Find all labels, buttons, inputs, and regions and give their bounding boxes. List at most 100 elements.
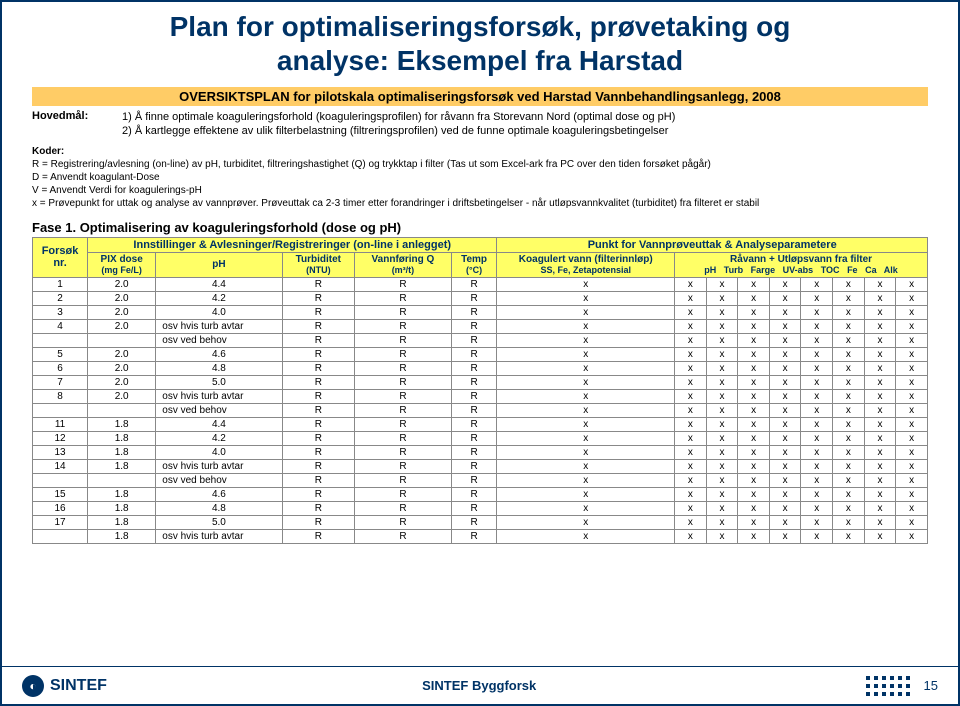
- table-cell: 2.0: [88, 375, 156, 389]
- table-cell: x: [706, 333, 738, 347]
- table-cell: x: [738, 459, 770, 473]
- col-ravann: Råvann + Utløpsvann fra filter pH Turb F…: [675, 252, 928, 277]
- table-cell: x: [801, 319, 833, 333]
- table-cell: osv hvis turb avtar: [156, 529, 282, 543]
- koder-section: Koder: R = Registrering/avlesning (on-li…: [32, 145, 928, 210]
- table-cell: x: [864, 487, 896, 501]
- table-cell: x: [497, 319, 675, 333]
- table-cell: x: [769, 473, 801, 487]
- table-cell: x: [833, 319, 865, 333]
- col-turb: Turbiditet(NTU): [282, 252, 355, 277]
- goal-1: 1) Å finne optimale koaguleringsforhold …: [122, 111, 675, 123]
- table-cell: x: [706, 319, 738, 333]
- overview-heading: OVERSIKTSPLAN for pilotskala optimaliser…: [32, 87, 928, 106]
- table-cell: x: [675, 305, 707, 319]
- table-cell: x: [497, 487, 675, 501]
- table-cell: x: [769, 403, 801, 417]
- table-cell: x: [769, 459, 801, 473]
- table-cell: x: [864, 459, 896, 473]
- table-cell: x: [497, 403, 675, 417]
- table-cell: R: [282, 305, 355, 319]
- table-cell: x: [769, 529, 801, 543]
- table-cell: x: [497, 361, 675, 375]
- table-cell: x: [675, 487, 707, 501]
- table-cell: x: [675, 291, 707, 305]
- table-cell: R: [355, 389, 452, 403]
- table-cell: x: [801, 417, 833, 431]
- table-cell: x: [675, 501, 707, 515]
- table-cell: R: [355, 319, 452, 333]
- table-cell: x: [896, 361, 928, 375]
- table-cell: x: [769, 501, 801, 515]
- table-cell: R: [355, 333, 452, 347]
- table-cell: 4.2: [156, 431, 282, 445]
- table-cell: R: [355, 501, 452, 515]
- table-cell: R: [282, 277, 355, 291]
- table-cell: x: [801, 431, 833, 445]
- table-cell: [88, 333, 156, 347]
- table-cell: R: [282, 431, 355, 445]
- table-cell: R: [451, 375, 497, 389]
- fase-heading: Fase 1. Optimalisering av koaguleringsfo…: [32, 220, 928, 235]
- table-cell: 12: [33, 431, 88, 445]
- table-cell: x: [738, 361, 770, 375]
- table-cell: x: [497, 277, 675, 291]
- table-cell: x: [706, 473, 738, 487]
- table-cell: 15: [33, 487, 88, 501]
- table-cell: R: [355, 347, 452, 361]
- table-cell: x: [738, 291, 770, 305]
- table-cell: 4.6: [156, 347, 282, 361]
- table-cell: R: [282, 459, 355, 473]
- table-cell: x: [706, 375, 738, 389]
- table-cell: x: [497, 431, 675, 445]
- table-cell: 1.8: [88, 445, 156, 459]
- table-cell: R: [282, 333, 355, 347]
- logo: ◐ SINTEF: [22, 675, 107, 697]
- table-cell: R: [355, 515, 452, 529]
- table-cell: x: [497, 333, 675, 347]
- footer-center: SINTEF Byggforsk: [107, 678, 852, 693]
- table-cell: x: [801, 473, 833, 487]
- table-cell: x: [706, 417, 738, 431]
- table-cell: 1.8: [88, 487, 156, 501]
- table-cell: 2.0: [88, 291, 156, 305]
- table-cell: x: [833, 361, 865, 375]
- table-cell: x: [738, 515, 770, 529]
- table-cell: x: [896, 515, 928, 529]
- table-cell: x: [675, 375, 707, 389]
- logo-icon: ◐: [22, 675, 44, 697]
- table-cell: osv hvis turb avtar: [156, 319, 282, 333]
- table-cell: x: [896, 501, 928, 515]
- table-cell: R: [282, 417, 355, 431]
- table-cell: R: [355, 375, 452, 389]
- table-cell: x: [738, 431, 770, 445]
- table-cell: 2: [33, 291, 88, 305]
- table-cell: x: [769, 305, 801, 319]
- col-temp: Temp(°C): [451, 252, 497, 277]
- data-table-wrap: Forsøk nr. Innstillinger & Avlesninger/R…: [32, 237, 928, 544]
- table-cell: 4.0: [156, 445, 282, 459]
- table-cell: x: [833, 277, 865, 291]
- table-cell: R: [451, 347, 497, 361]
- koder-line-2: V = Anvendt Verdi for koagulerings-pH: [32, 185, 202, 196]
- table-cell: x: [864, 529, 896, 543]
- table-cell: x: [675, 319, 707, 333]
- table-cell: R: [451, 361, 497, 375]
- table-cell: x: [675, 431, 707, 445]
- table-cell: x: [896, 305, 928, 319]
- table-cell: R: [451, 277, 497, 291]
- table-cell: x: [769, 515, 801, 529]
- table-cell: x: [706, 403, 738, 417]
- table-cell: R: [355, 445, 452, 459]
- table-cell: R: [282, 389, 355, 403]
- table-row: 121.84.2RRRxxxxxxxxx: [33, 431, 928, 445]
- table-cell: x: [864, 431, 896, 445]
- table-cell: osv ved behov: [156, 333, 282, 347]
- table-row: 22.04.2RRRxxxxxxxxx: [33, 291, 928, 305]
- table-cell: x: [833, 459, 865, 473]
- table-cell: 5.0: [156, 375, 282, 389]
- table-cell: x: [864, 473, 896, 487]
- table-cell: osv hvis turb avtar: [156, 389, 282, 403]
- col-koag: Koagulert vann (filterinnløp)SS, Fe, Zet…: [497, 252, 675, 277]
- table-cell: x: [675, 361, 707, 375]
